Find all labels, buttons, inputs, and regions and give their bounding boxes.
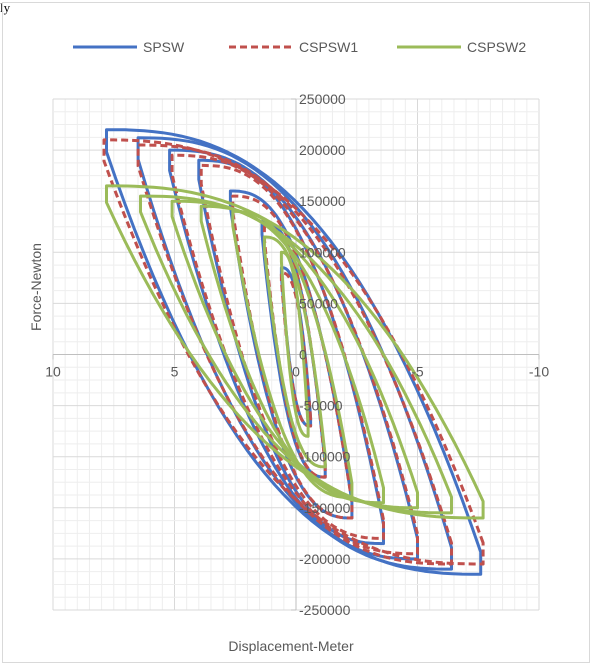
x-tick-label: -5 — [411, 364, 424, 380]
legend-label-cspsw2: CSPSW2 — [467, 39, 526, 55]
x-axis-label: Displacement-Meter — [228, 638, 354, 654]
y-tick-label: -150000 — [299, 500, 351, 516]
page-text-fragment: ly — [0, 0, 11, 15]
x-tick-label: -10 — [529, 364, 549, 380]
y-tick-label: 150000 — [299, 193, 346, 209]
y-tick-label: 250000 — [299, 91, 346, 107]
legend: SPSW CSPSW1 CSPSW2 — [73, 39, 526, 55]
x-tick-label: 0 — [292, 364, 300, 380]
x-tick-label: 10 — [45, 364, 61, 380]
loop-cspsw2 — [105, 184, 485, 520]
y-tick-label: -50000 — [299, 398, 343, 414]
series-cspsw2 — [105, 184, 485, 520]
tick-labels: 10 5 0 -5 -10 250000 200000 150000 100000 50000 0 -… — [45, 91, 549, 618]
loop-cspsw1 — [199, 163, 385, 540]
y-tick-label: 0 — [299, 347, 307, 363]
x-tick-label: 5 — [171, 364, 179, 380]
loop-cspsw2 — [279, 250, 310, 438]
legend-label-spsw: SPSW — [143, 39, 185, 55]
loop-cspsw2 — [231, 209, 354, 500]
legend-label-cspsw1: CSPSW1 — [299, 39, 358, 55]
plot-area — [102, 128, 485, 576]
y-tick-label: -100000 — [299, 449, 351, 465]
hysteresis-chart: SPSW CSPSW1 CSPSW2 10 5 0 -5 -10 250000 200000 15… — [28, 39, 549, 654]
y-tick-label: 200000 — [299, 142, 346, 158]
y-tick-label: -200000 — [299, 551, 351, 567]
y-tick-label: -250000 — [299, 602, 351, 618]
loop-cspsw2 — [262, 235, 327, 469]
y-tick-label: 50000 — [299, 295, 338, 311]
y-tick-label: 100000 — [299, 244, 346, 260]
loop-cspsw1 — [231, 194, 354, 520]
loop-cspsw1 — [102, 138, 485, 566]
y-axis-label: Force-Newton — [28, 243, 44, 331]
loop-cspsw1 — [136, 143, 453, 566]
loop-cspsw2 — [199, 204, 385, 505]
